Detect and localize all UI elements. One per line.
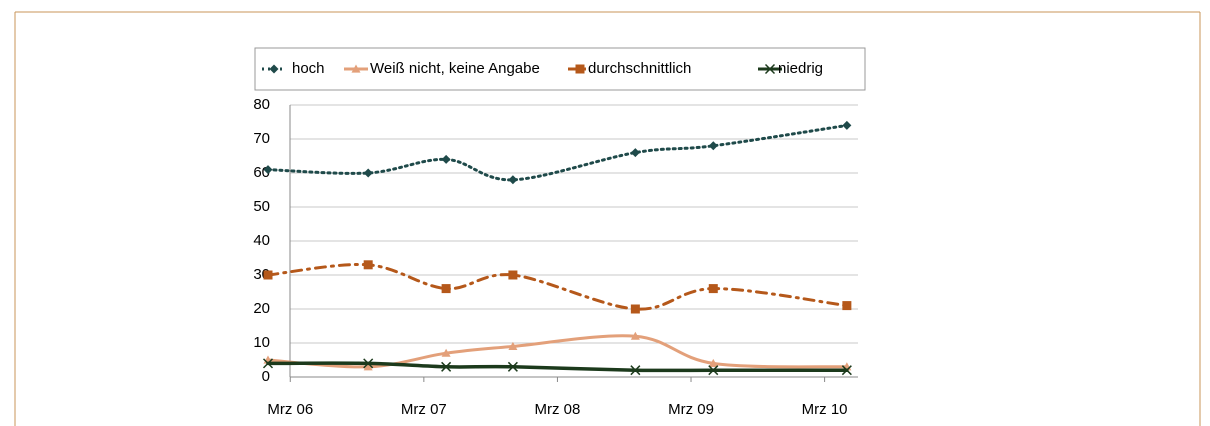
marker: [508, 341, 518, 350]
marker: [630, 304, 640, 314]
x-tick-label: Mrz 08: [535, 401, 581, 418]
legend-label: durchschnittlich: [588, 60, 691, 77]
marker: [507, 361, 518, 372]
y-tick-label: 50: [253, 198, 270, 215]
x-tick-label: Mrz 09: [668, 401, 714, 418]
marker: [508, 175, 518, 185]
marker: [575, 64, 585, 74]
marker: [708, 141, 718, 151]
legend-label: Weiß nicht, keine Angabe: [370, 60, 540, 77]
marker: [441, 348, 451, 357]
marker: [842, 120, 852, 130]
y-tick-label: 20: [253, 300, 270, 317]
marker: [441, 284, 451, 294]
y-tick-label: 80: [253, 96, 270, 113]
marker: [708, 358, 718, 367]
marker: [630, 365, 641, 376]
marker: [351, 64, 361, 73]
y-tick-label: 10: [253, 334, 270, 351]
marker: [269, 64, 279, 74]
series-line: [266, 262, 849, 311]
marker: [363, 260, 373, 270]
series-line: [266, 123, 849, 182]
legend-label: hoch: [292, 60, 325, 77]
marker: [262, 358, 274, 369]
marker: [363, 358, 374, 369]
y-tick-label: 40: [253, 232, 270, 249]
marker: [630, 148, 640, 158]
marker: [708, 365, 719, 376]
marker: [363, 362, 373, 371]
x-tick-label: Mrz 10: [802, 401, 848, 418]
marker: [363, 168, 373, 178]
marker: [441, 361, 452, 372]
marker: [841, 365, 852, 376]
legend-label: niedrig: [778, 60, 823, 77]
marker: [263, 270, 273, 280]
marker: [508, 270, 518, 280]
y-tick-label: 70: [253, 130, 270, 147]
x-tick-label: Mrz 07: [401, 401, 447, 418]
marker: [842, 301, 852, 311]
marker: [764, 63, 776, 75]
marker: [263, 165, 273, 175]
y-tick-label: 0: [262, 368, 270, 385]
marker: [708, 284, 718, 294]
marker: [630, 331, 640, 340]
marker: [441, 154, 451, 164]
x-tick-label: Mrz 06: [267, 401, 313, 418]
